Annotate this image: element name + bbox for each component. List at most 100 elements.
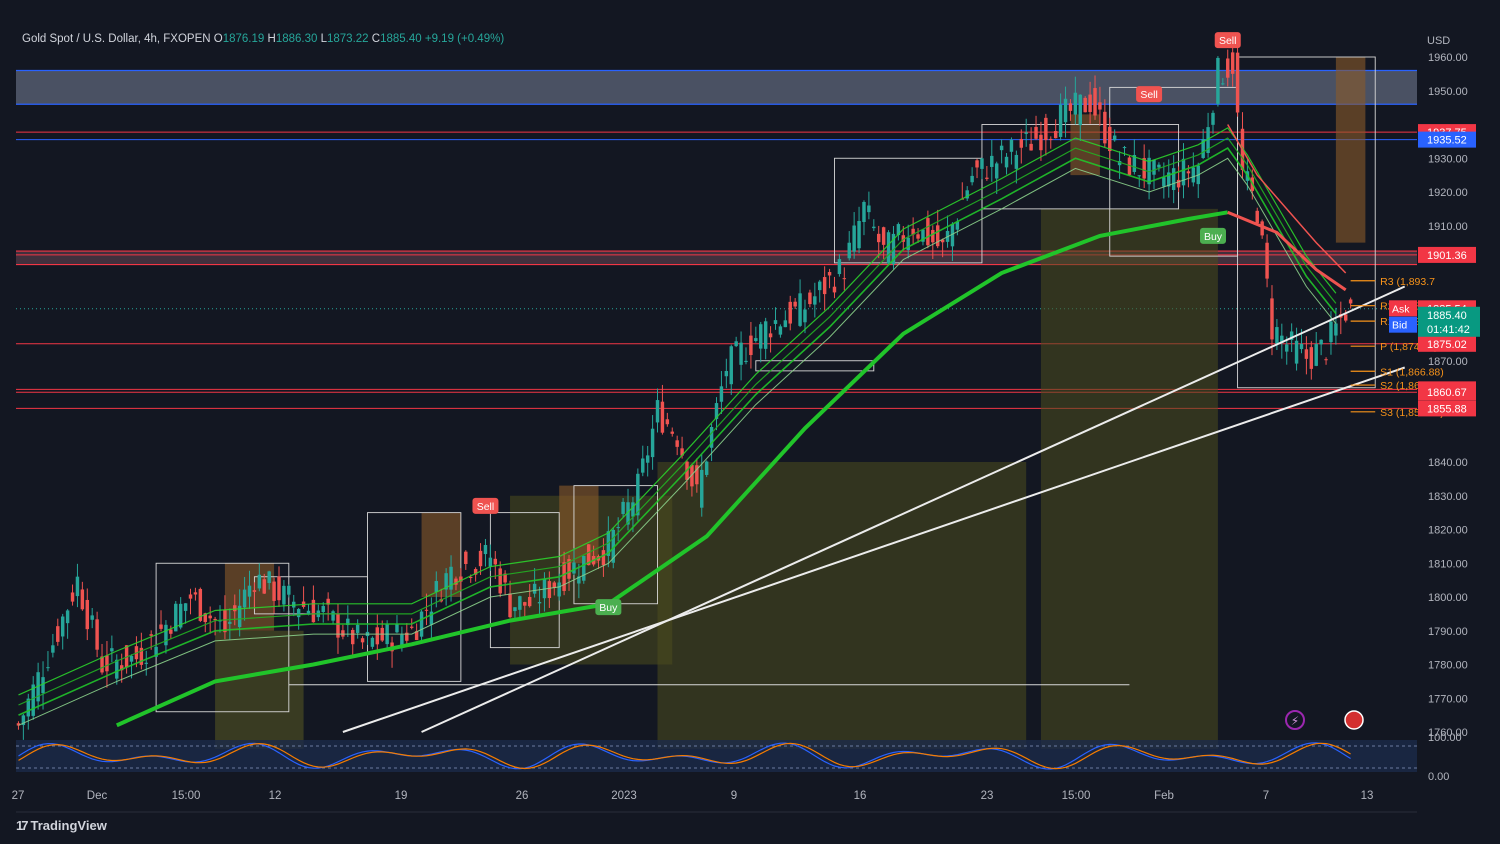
time-tick-label: 13 [1361, 790, 1374, 802]
candle-body [282, 585, 286, 605]
candle-body [719, 386, 724, 402]
candle-body [233, 605, 237, 612]
candle-body [1142, 158, 1146, 179]
candle-body [1019, 139, 1023, 148]
candle-body [645, 455, 650, 463]
change-value: +9.19 (+0.49%) [424, 33, 505, 45]
supply-zone [1335, 57, 1366, 243]
candle-body [129, 655, 134, 662]
candle-body [1265, 242, 1269, 279]
candle-body [985, 177, 989, 179]
candle-body [950, 223, 955, 247]
candle-body [478, 550, 483, 567]
price-tick-label: 1770.00 [1428, 693, 1468, 705]
candle-body [532, 583, 537, 594]
candle-body [1044, 117, 1048, 141]
candle-body [1260, 221, 1264, 236]
price-tick-label: 1800.00 [1428, 592, 1468, 604]
candle-body [1255, 210, 1259, 224]
candle-body [237, 605, 242, 628]
candle-body [203, 613, 207, 623]
candle-body [1029, 143, 1033, 151]
candle-body [164, 624, 168, 646]
candle-body [41, 677, 45, 694]
candle-body [331, 611, 335, 621]
candle-body [621, 501, 625, 514]
candle-body [405, 632, 409, 641]
candle-body [346, 618, 350, 626]
candle-body [154, 646, 158, 657]
time-tick-label: 12 [269, 790, 282, 802]
candle-body [488, 557, 493, 567]
candle-body [586, 544, 591, 566]
candle-body [822, 277, 827, 295]
candle-body [355, 624, 360, 633]
candle-body [695, 465, 699, 485]
candle-body [542, 578, 547, 599]
time-tick-label: 15:00 [172, 790, 201, 802]
candle-body [105, 655, 109, 672]
candle-body [1073, 92, 1078, 115]
candle-body [326, 598, 330, 605]
candle-body [1132, 155, 1137, 172]
level-price-label: 1875.02 [1427, 339, 1467, 351]
symbol-header[interactable]: Gold Spot / U.S. Dollar, 4h, FXOPEN O187… [22, 33, 504, 45]
candle-body [208, 615, 212, 619]
signal-sell-label: Sell [1219, 35, 1237, 47]
candle-body [773, 320, 778, 324]
candle-body [896, 224, 901, 236]
candle-body [26, 698, 31, 717]
candle-body [468, 576, 473, 578]
level-price-label: 1860.67 [1427, 387, 1467, 399]
candle-body [1004, 156, 1009, 168]
candle-body [267, 571, 271, 584]
candle-body [1191, 167, 1196, 183]
candle-body [1157, 164, 1161, 168]
candle-body [1294, 340, 1299, 364]
candle-body [955, 221, 960, 230]
ask-tag-label: Ask [1392, 303, 1410, 315]
bid-tag [1389, 316, 1417, 333]
candle-body [1098, 102, 1102, 110]
candle-body [400, 634, 404, 647]
range-box [367, 512, 462, 682]
trendline [421, 285, 1406, 733]
time-tick-label: 15:00 [1062, 790, 1091, 802]
candle-body [56, 626, 60, 642]
tradingview-logo[interactable]: 17 TradingView [16, 818, 107, 833]
candle-body [1181, 158, 1186, 186]
candle-body [1344, 314, 1348, 321]
candle-body [965, 190, 969, 199]
candle-body [31, 684, 35, 716]
candle-body [351, 629, 355, 645]
currency-label: USD [1427, 35, 1450, 47]
candle-body [921, 229, 925, 242]
time-tick-label: 19 [395, 790, 408, 802]
price-tick-label: 1780.00 [1428, 660, 1468, 672]
high-label: H [267, 33, 276, 45]
candle-body [842, 278, 847, 280]
candle-body [1201, 138, 1205, 158]
low-label: L [320, 33, 327, 45]
candle-body [940, 239, 945, 243]
candle-body [1186, 171, 1191, 174]
level-price-badge [1418, 384, 1476, 401]
candle-body [577, 576, 581, 584]
candle-body [1171, 168, 1176, 191]
time-tick-label: 27 [12, 790, 25, 802]
candle-body [100, 656, 104, 673]
price-tick-label: 1790.00 [1428, 626, 1468, 638]
pivot-label-r3: R3 (1,893.7 [1380, 276, 1435, 288]
candle-body [1230, 52, 1235, 74]
candle-body [1221, 83, 1225, 85]
brand-label: TradingView [30, 818, 107, 833]
candle-body [183, 603, 188, 611]
candle-body [360, 638, 365, 643]
candle-body [95, 619, 99, 650]
candle-body [901, 235, 906, 242]
candle-body [1324, 359, 1328, 361]
price-tick-label: 1920.00 [1428, 187, 1468, 199]
candle-body [80, 589, 85, 610]
candle-body [1034, 126, 1038, 139]
